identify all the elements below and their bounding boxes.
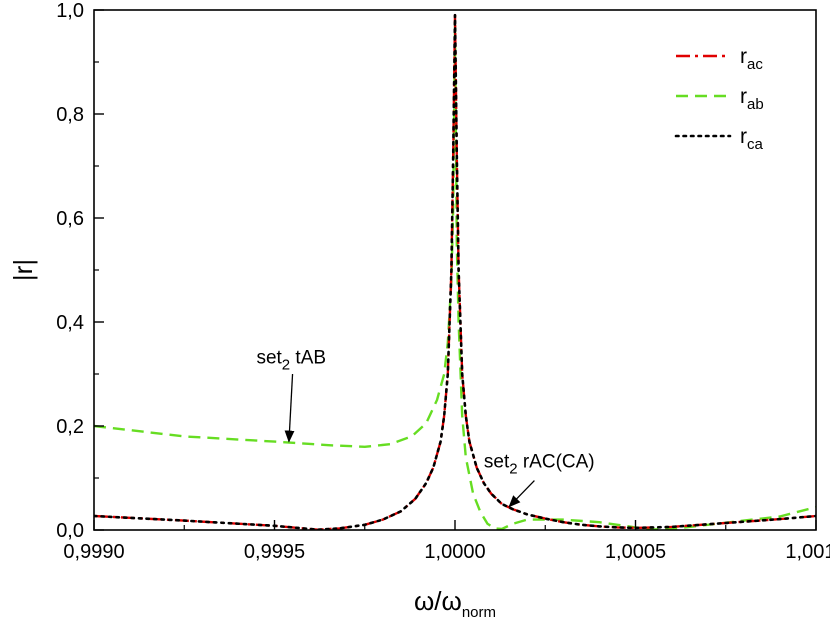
y-tick-label: 0,2 <box>56 416 84 438</box>
legend-label-sub: ab <box>747 96 764 113</box>
legend-label-sub: ac <box>747 56 763 73</box>
y-axis-label: |r| <box>8 259 38 281</box>
legend-label-main: r <box>740 125 747 148</box>
y-tick-label: 0,8 <box>56 104 84 126</box>
annotation-arrow-rac <box>508 480 535 508</box>
annotation-arrow-tab <box>284 373 295 443</box>
x-axis-label-sub: norm <box>462 604 496 621</box>
series-line-rca <box>94 13 816 530</box>
legend-label-sub: ca <box>747 136 764 153</box>
x-tick-label: 0,9995 <box>244 541 305 563</box>
legend-label-rca: rca <box>740 125 764 153</box>
x-tick-label: 1,0000 <box>424 541 485 563</box>
annotations-layer: set2 tAB set2 rAC(CA) <box>256 348 595 508</box>
legend-label-rac: rac <box>740 45 763 73</box>
x-axis-label: ω/ωnorm <box>414 586 496 621</box>
x-tick-label: 0,9990 <box>63 541 124 563</box>
series-line-rab <box>94 24 816 530</box>
x-tick-label: 1,0005 <box>605 541 666 563</box>
y-tick-label: 0,4 <box>56 312 84 334</box>
series-layer <box>94 13 816 530</box>
y-tick-label: 0,0 <box>56 520 84 542</box>
legend-label-rab: rab <box>740 85 764 113</box>
x-axis-label-main: ω/ω <box>414 586 462 616</box>
annotation-text-rac: set2 rAC(CA) <box>484 452 595 478</box>
annotation-text-tab: set2 tAB <box>256 348 326 374</box>
legend-label-main: r <box>740 45 747 68</box>
y-tick-label: 1,0 <box>56 0 84 22</box>
y-tick-label: 0,6 <box>56 208 84 230</box>
legend-label-main: r <box>740 85 747 108</box>
